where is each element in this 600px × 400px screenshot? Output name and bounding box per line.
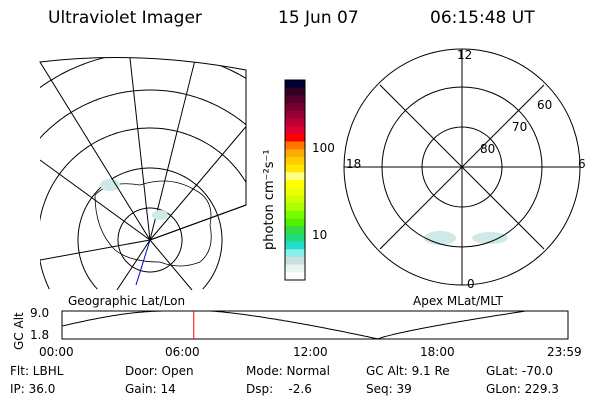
right-map-label: Apex MLat/MLT	[413, 294, 503, 308]
altitude-curve	[61, 310, 568, 340]
colorbar-swatch	[285, 203, 305, 212]
altitude-xtick: 12:00	[293, 345, 328, 359]
latitude-circle	[40, 89, 246, 140]
dsp-info: Dsp: -2.6	[246, 382, 312, 396]
colorbar-swatch	[285, 110, 305, 119]
colorbar-swatch	[285, 133, 305, 143]
gc-alt-info: GC Alt: 9.1 Re	[366, 364, 450, 378]
colorbar-swatch	[285, 180, 305, 189]
ip-info: IP: 36.0	[10, 382, 56, 396]
apex-map	[343, 48, 581, 286]
glat-info: GLat: -70.0	[486, 364, 553, 378]
date-label: 15 Jun 07	[278, 8, 359, 28]
lat-label: 80	[480, 142, 496, 156]
colorbar-swatch	[285, 264, 305, 273]
colorbar-swatch	[285, 187, 305, 196]
mlt-label: 18	[346, 157, 362, 171]
colorbar-swatch	[285, 210, 305, 219]
colorbar-swatch	[285, 256, 305, 266]
seq-info: Seq: 39	[366, 382, 412, 396]
colorbar-swatch	[285, 156, 305, 166]
colorbar-swatch	[285, 172, 305, 181]
colorbar-swatch	[285, 195, 305, 204]
colorbar-swatch	[285, 164, 305, 173]
latitude-circle	[40, 127, 246, 290]
left-map-label: Geographic Lat/Lon	[68, 294, 186, 308]
door-info: Door: Open	[125, 364, 194, 378]
latitude-circle	[40, 57, 246, 89]
geographic-map	[40, 57, 246, 290]
mlt-label: 12	[457, 48, 473, 62]
colorbar-swatch	[285, 95, 305, 104]
colorbar-swatch	[285, 103, 305, 112]
colorbar-swatch	[285, 118, 305, 127]
lat-label: 60	[537, 98, 553, 112]
colorbar-swatch	[285, 241, 305, 250]
mode-info: Mode: Normal	[246, 364, 330, 378]
colorbar-swatch	[285, 218, 305, 227]
colorbar	[285, 80, 305, 281]
altitude-xtick: 23:59	[547, 345, 582, 359]
colorbar-swatch	[285, 272, 305, 281]
colorbar-tick: 100	[312, 141, 335, 155]
time-label: 06:15:48 UT	[430, 8, 535, 28]
colorbar-swatch	[285, 233, 305, 243]
colorbar-swatch	[285, 80, 305, 89]
glon-info: GLon: 229.3	[486, 382, 559, 396]
altitude-ytick: 9.0	[30, 306, 50, 320]
latitude-circle	[77, 167, 223, 290]
map-boundary	[39, 57, 247, 241]
instrument-title: Ultraviolet Imager	[48, 8, 202, 28]
altitude-xtick: 18:00	[420, 345, 455, 359]
colorbar-swatch	[285, 249, 305, 258]
filter-info: Flt: LBHL	[10, 364, 64, 378]
altitude-ytick: 1.8	[30, 328, 50, 342]
altitude-ylabel: GC Alt	[12, 312, 26, 350]
colorbar-swatch	[285, 149, 305, 158]
mlt-label: 0	[467, 277, 475, 291]
colorbar-swatch	[285, 126, 305, 135]
colorbar-tick: 10	[312, 228, 328, 242]
colorbar-swatch	[285, 141, 305, 150]
colorbar-swatch	[285, 87, 305, 96]
altitude-xtick: 06:00	[165, 345, 200, 359]
mlt-label: 6	[578, 157, 586, 171]
colorbar-swatch	[285, 226, 305, 235]
altitude-xtick: 00:00	[39, 345, 74, 359]
lat-label: 70	[512, 120, 528, 134]
colorbar-unit-label: photon cm⁻²s⁻¹	[262, 149, 277, 250]
gain-info: Gain: 14	[125, 382, 176, 396]
altitude-plot-frame	[61, 310, 569, 340]
